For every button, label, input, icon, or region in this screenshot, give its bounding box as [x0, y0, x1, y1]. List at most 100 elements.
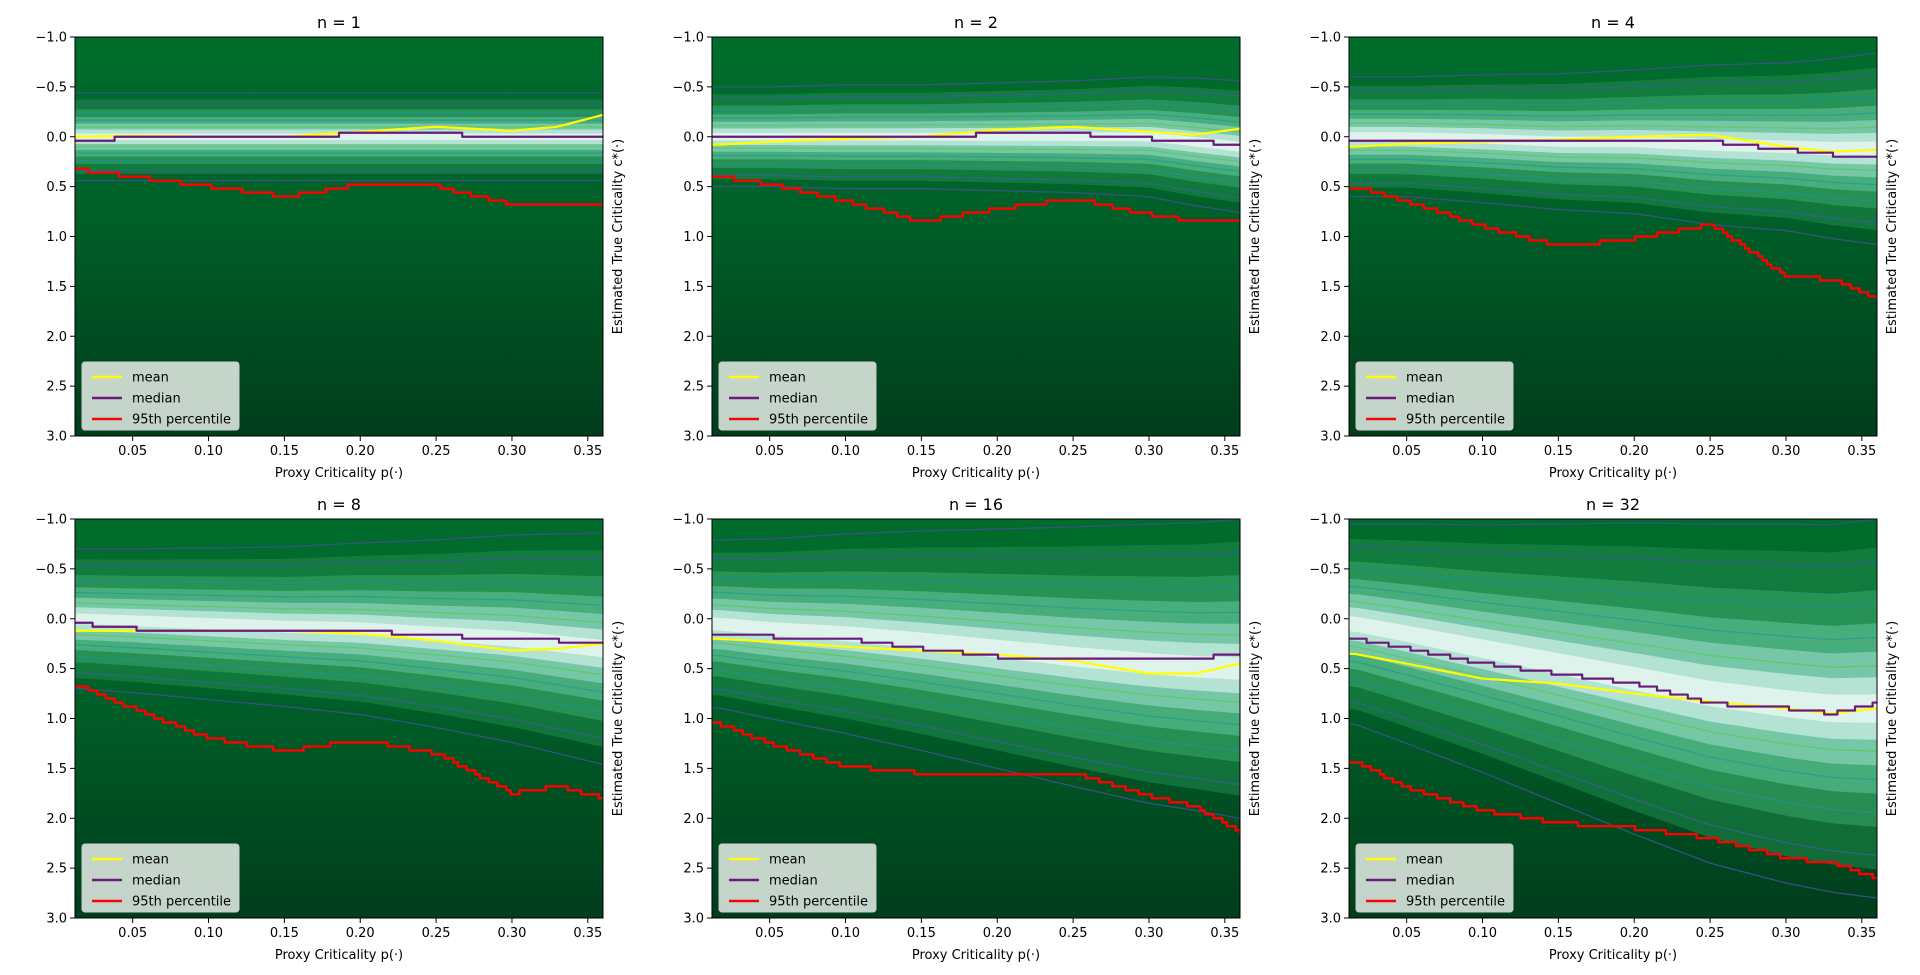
legend: mean median 95th percentile [1355, 843, 1514, 913]
legend-label: 95th percentile [769, 895, 868, 910]
contour-line [712, 147, 1240, 163]
contour-line [75, 532, 603, 550]
contour-line [712, 122, 1240, 133]
y-tick-label: 2.0 [1320, 812, 1341, 827]
contour-line [712, 552, 1240, 560]
plot-area [712, 519, 1240, 835]
x-tick-label: 0.35 [1210, 444, 1239, 459]
y-tick-label: 2.0 [46, 812, 67, 827]
legend-box [81, 361, 240, 431]
contour-line [75, 672, 603, 739]
contour-line [1349, 519, 1877, 526]
contour-line [75, 557, 603, 566]
x-tick-label: 0.05 [118, 444, 147, 459]
x-tick-label: 0.10 [1468, 926, 1497, 941]
y-tick-label: 1.5 [1320, 762, 1341, 777]
subplot-2: 0.05 0.10 0.15 0.20 0.25 0.30 0.35 −1.0 −0.5 0.0 0… [672, 13, 1263, 481]
y-tick-label: 1.5 [46, 280, 67, 295]
contour-line [1349, 645, 1877, 752]
median-line [75, 621, 603, 644]
legend-label: mean [769, 371, 806, 386]
x-tick-label: 0.35 [573, 926, 602, 941]
contour-line [712, 641, 1240, 703]
contour-line [1349, 545, 1877, 567]
x-tick-label: 0.20 [346, 926, 375, 941]
y-tick-label: 1.0 [683, 712, 704, 727]
y-tick-label: 0.0 [683, 612, 704, 627]
plot-area [712, 76, 1240, 222]
y-tick-label: −1.0 [672, 513, 704, 528]
contour-line [712, 519, 1240, 541]
legend: mean median 95th percentile [718, 361, 877, 431]
y-tick-label: 2.5 [46, 380, 67, 395]
y-tick-label: −1.0 [35, 513, 67, 528]
y-tick-label: 1.0 [1320, 712, 1341, 727]
legend-label: median [1406, 392, 1455, 407]
contour-line [75, 633, 603, 676]
p95-line [75, 685, 603, 800]
legend-label: median [769, 392, 818, 407]
x-tick-label: 0.25 [422, 444, 451, 459]
y-axis-label: Estimated True Criticality c*(·) [1248, 139, 1263, 334]
x-tick-label: 0.20 [983, 444, 1012, 459]
x-tick-label: 0.35 [1847, 444, 1876, 459]
subplot-1: 0.05 0.10 0.15 0.20 0.25 0.30 0.35 −1.0 −0.5 0.0 0… [35, 13, 626, 481]
legend-label: 95th percentile [1406, 413, 1505, 428]
legend-box [1355, 361, 1514, 431]
y-tick-label: 0.5 [1320, 180, 1341, 195]
legend-box [1355, 843, 1514, 913]
density-band [1349, 132, 1877, 156]
y-axis-label: Estimated True Criticality c*(·) [1885, 621, 1900, 816]
x-tick-label: 0.15 [1544, 444, 1573, 459]
y-tick-label: 3.0 [683, 912, 704, 927]
y-tick-label: −1.0 [672, 31, 704, 46]
contour-line [1349, 169, 1877, 203]
contour-line [1349, 95, 1877, 106]
x-tick-label: 0.05 [1392, 444, 1421, 459]
x-axis-label: Proxy Criticality p(·) [275, 948, 403, 963]
subplot-title: n = 4 [1591, 13, 1635, 32]
contour-line [712, 174, 1240, 199]
plot-area [1349, 52, 1877, 301]
contour-line [712, 113, 1240, 123]
mean-line [712, 637, 1240, 675]
y-tick-label: −0.5 [672, 80, 704, 95]
y-tick-label: 1.0 [46, 230, 67, 245]
x-tick-label: 0.20 [1620, 444, 1649, 459]
contour-line [712, 103, 1240, 112]
legend-label: 95th percentile [132, 413, 231, 428]
x-axis-label: Proxy Criticality p(·) [1549, 948, 1677, 963]
y-tick-label: 3.0 [1320, 430, 1341, 445]
x-tick-label: 0.10 [831, 926, 860, 941]
y-tick-label: 0.0 [1320, 130, 1341, 145]
y-tick-label: 3.0 [46, 430, 67, 445]
y-tick-label: 2.5 [1320, 380, 1341, 395]
y-tick-label: 2.0 [683, 812, 704, 827]
legend-label: mean [1406, 371, 1443, 386]
y-tick-label: 0.5 [683, 662, 704, 677]
x-tick-label: 0.25 [1696, 444, 1725, 459]
x-tick-label: 0.35 [1210, 926, 1239, 941]
y-tick-label: 2.5 [46, 862, 67, 877]
subplot-title: n = 2 [954, 13, 998, 32]
x-tick-label: 0.15 [270, 926, 299, 941]
y-axis-label: Estimated True Criticality c*(·) [611, 139, 626, 334]
x-tick-label: 0.15 [907, 444, 936, 459]
subplot-title: n = 8 [317, 495, 361, 514]
y-tick-label: 2.5 [683, 380, 704, 395]
x-tick-label: 0.30 [1771, 444, 1800, 459]
x-tick-label: 0.30 [1134, 926, 1163, 941]
x-axis-label: Proxy Criticality p(·) [275, 466, 403, 481]
contour-line [1349, 122, 1877, 130]
subplot-4: 0.05 0.10 0.15 0.20 0.25 0.30 0.35 −1.0 −0.5 0.0 0… [35, 495, 626, 963]
contour-line [712, 604, 1240, 636]
contour-line [1349, 73, 1877, 92]
x-tick-label: 0.15 [270, 444, 299, 459]
x-tick-label: 0.20 [983, 926, 1012, 941]
contour-line [1349, 52, 1877, 78]
p95-line [1349, 187, 1877, 301]
y-tick-label: −0.5 [35, 80, 67, 95]
y-tick-label: 0.5 [46, 180, 67, 195]
y-tick-label: 2.0 [1320, 330, 1341, 345]
